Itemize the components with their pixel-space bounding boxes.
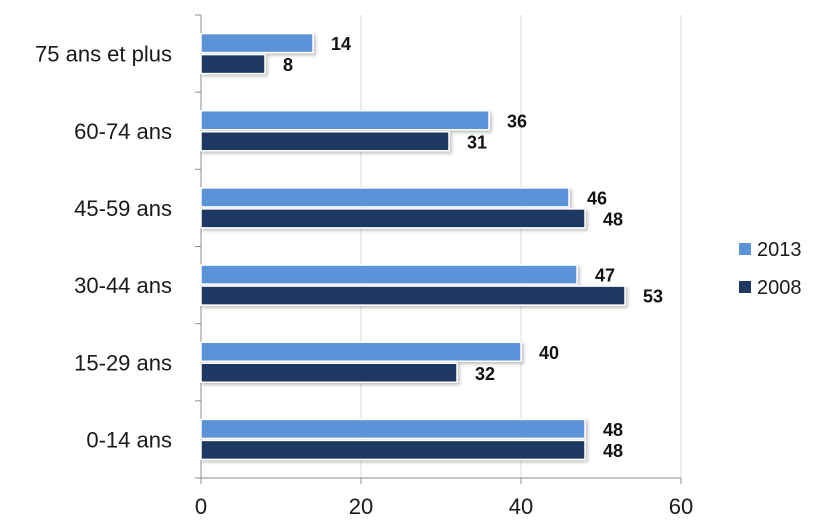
- data-label: 14: [331, 34, 351, 54]
- x-tick-label: 20: [349, 494, 373, 519]
- category-label: 15-29 ans: [74, 350, 172, 375]
- data-label: 47: [595, 266, 615, 286]
- data-label: 48: [603, 420, 623, 440]
- bar-2008: [200, 285, 626, 306]
- data-label: 32: [475, 364, 495, 384]
- bar-2013: [200, 264, 578, 285]
- bar-2013: [200, 187, 570, 208]
- bar-2008: [200, 439, 586, 461]
- data-label: 48: [603, 441, 623, 461]
- legend-label: 2013: [757, 239, 802, 261]
- data-label: 40: [539, 343, 559, 363]
- data-label: 53: [643, 287, 663, 307]
- bar-2008: [200, 53, 266, 75]
- data-label: 36: [507, 111, 527, 131]
- x-tick-label: 60: [669, 494, 693, 519]
- data-label: 46: [587, 188, 607, 208]
- data-label: 48: [603, 209, 623, 229]
- data-label: 8: [283, 55, 293, 75]
- x-tick-label: 0: [195, 494, 207, 519]
- category-label: 0-14 ans: [86, 427, 172, 452]
- bar-2008: [200, 362, 458, 383]
- legend-swatch: [739, 243, 751, 255]
- bar-2013: [200, 341, 522, 362]
- category-label: 75 ans et plus: [35, 42, 172, 67]
- category-label: 45-59 ans: [74, 196, 172, 221]
- bar-2008: [200, 131, 450, 152]
- legend-label: 2008: [757, 277, 802, 299]
- category-label: 30-44 ans: [74, 273, 172, 298]
- bar-2013: [200, 418, 586, 440]
- axes: [195, 14, 682, 484]
- bars: [200, 32, 626, 461]
- bar-2008: [200, 208, 586, 229]
- x-tick-label: 40: [509, 494, 533, 519]
- category-label: 60-74 ans: [74, 119, 172, 144]
- data-label: 31: [467, 132, 487, 152]
- bar-2013: [200, 110, 490, 131]
- legend-swatch: [739, 281, 751, 293]
- legend: 2013 2008: [739, 239, 802, 299]
- bar-2013: [200, 32, 314, 54]
- gridlines: [360, 15, 682, 478]
